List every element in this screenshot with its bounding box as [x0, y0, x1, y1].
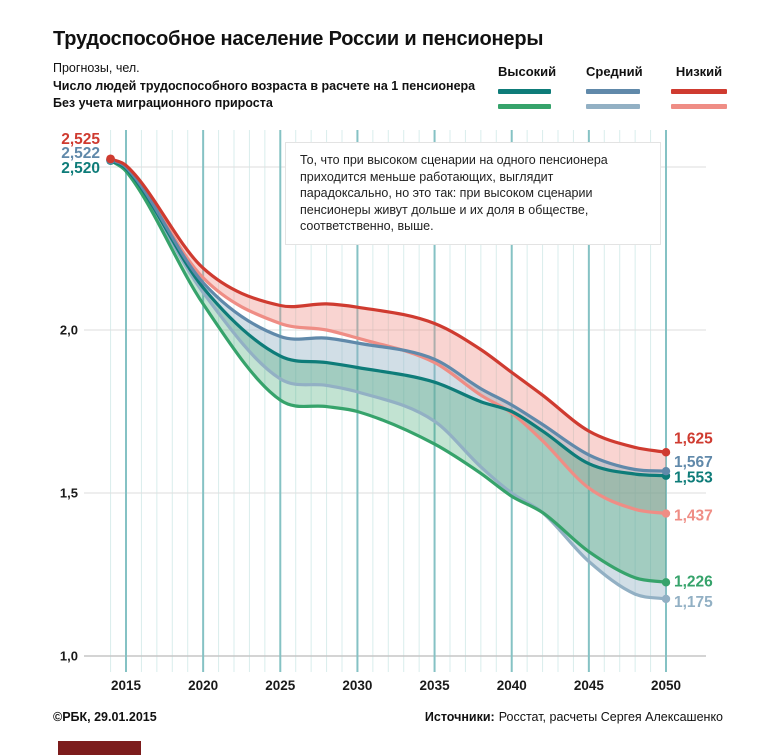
- end-value-label-mid: 1,567: [674, 454, 713, 471]
- sources: Источники: Росстат, расчеты Сергея Алекса…: [425, 710, 723, 724]
- legend-label-high: Высокий: [498, 64, 557, 79]
- start-value-label-2: 2,520: [61, 160, 100, 177]
- sources-text: Росстат, расчеты Сергея Алексашенко: [498, 710, 723, 724]
- series-line-low: [109, 157, 668, 454]
- end-value-label-high_nm: 1,226: [674, 573, 713, 590]
- brand-bar: [58, 741, 141, 755]
- x-tick-2040: 2040: [497, 678, 527, 693]
- series-line-high: [109, 158, 668, 478]
- end-value-label-high: 1,553: [674, 470, 713, 487]
- end-dot-high_nm: [661, 578, 671, 587]
- legend-line-mid-forecast: [586, 89, 640, 94]
- end-value-label-mid_nm: 1,175: [674, 594, 713, 611]
- x-tick-2030: 2030: [342, 678, 372, 693]
- legend-item-mid: Средний: [586, 64, 643, 109]
- end-dot-low: [661, 448, 671, 457]
- y-tick-1,0: 1,0: [60, 649, 78, 664]
- legend-line-high-forecast: [498, 89, 551, 94]
- legend-line-low-forecast: [671, 89, 727, 94]
- x-tick-2045: 2045: [574, 678, 605, 693]
- start-value-label-1: 2,522: [61, 145, 100, 162]
- legend-label-mid: Средний: [586, 64, 643, 79]
- sources-label: Источники:: [424, 710, 495, 724]
- legend-item-low: Низкий: [671, 64, 727, 109]
- units-label: Прогнозы, чел.: [53, 61, 140, 75]
- end-dot-mid_nm: [661, 594, 671, 604]
- no-migration-label: Без учета миграционного прироста: [53, 96, 273, 110]
- x-tick-2035: 2035: [420, 678, 451, 693]
- series-line-mid: [109, 158, 668, 473]
- y-tick-1,5: 1,5: [60, 486, 78, 501]
- y-tick-2,0: 2,0: [60, 323, 78, 338]
- end-dot-low_nm: [661, 509, 671, 518]
- start-dot-low: [106, 154, 115, 164]
- end-value-label-low_nm: 1,437: [674, 508, 713, 525]
- chart-subtitle-block: Прогнозы, чел. Число людей трудоспособно…: [53, 60, 483, 113]
- end-value-label-low: 1,625: [674, 430, 713, 447]
- x-tick-2025: 2025: [265, 678, 296, 693]
- end-dot-mid: [661, 466, 671, 476]
- page-title: Трудоспособное население России и пенсио…: [53, 28, 544, 50]
- series-line-mid_nm: [109, 158, 668, 601]
- legend-line-mid-no-migration: [586, 104, 640, 109]
- legend-item-high: Высокий: [498, 64, 557, 109]
- copyright-label: ©РБК, 29.01.2015: [53, 710, 157, 724]
- legend-line-low-no-migration: [671, 104, 727, 109]
- series-line-high_nm: [109, 158, 668, 584]
- metric-label: Число людей трудоспособного возраста в р…: [53, 78, 476, 93]
- x-tick-2050: 2050: [651, 678, 681, 693]
- band-mid: [110, 159, 667, 600]
- band-high: [110, 160, 667, 583]
- legend-line-high-no-migration: [498, 104, 551, 109]
- legend-label-low: Низкий: [675, 64, 723, 79]
- x-tick-2015: 2015: [111, 678, 142, 693]
- x-tick-2020: 2020: [188, 678, 218, 693]
- start-value-label-0: 2,525: [61, 131, 100, 148]
- annotation-note: То, что при высоком сценарии на одного п…: [285, 142, 661, 245]
